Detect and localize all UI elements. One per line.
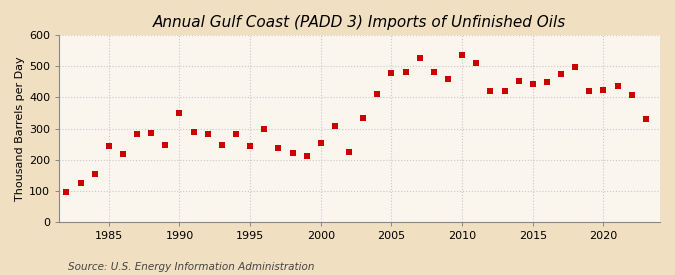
Point	[626, 93, 637, 98]
Point	[245, 144, 256, 148]
Point	[174, 111, 185, 115]
Point	[372, 92, 383, 96]
Point	[457, 53, 468, 57]
Point	[47, 202, 57, 207]
Point	[329, 124, 340, 128]
Point	[570, 65, 580, 69]
Point	[61, 189, 72, 194]
Point	[287, 151, 298, 156]
Point	[641, 117, 651, 121]
Point	[160, 143, 171, 147]
Point	[485, 89, 496, 93]
Point	[471, 61, 482, 65]
Text: Source: U.S. Energy Information Administration: Source: U.S. Energy Information Administ…	[68, 262, 314, 272]
Point	[527, 82, 538, 86]
Point	[75, 181, 86, 185]
Point	[117, 152, 128, 156]
Point	[273, 145, 284, 150]
Point	[217, 142, 227, 147]
Point	[429, 70, 439, 74]
Point	[513, 79, 524, 84]
Point	[132, 132, 142, 136]
Title: Annual Gulf Coast (PADD 3) Imports of Unfinished Oils: Annual Gulf Coast (PADD 3) Imports of Un…	[153, 15, 566, 30]
Point	[301, 154, 312, 159]
Point	[386, 70, 397, 75]
Point	[541, 80, 552, 84]
Point	[202, 132, 213, 136]
Point	[344, 150, 354, 154]
Point	[400, 70, 411, 74]
Point	[315, 140, 326, 145]
Point	[414, 56, 425, 60]
Point	[188, 130, 199, 134]
Point	[146, 130, 157, 135]
Point	[499, 89, 510, 94]
Point	[358, 116, 369, 120]
Point	[612, 84, 623, 88]
Point	[103, 144, 114, 148]
Point	[584, 89, 595, 93]
Y-axis label: Thousand Barrels per Day: Thousand Barrels per Day	[15, 56, 25, 201]
Point	[443, 77, 454, 81]
Point	[89, 171, 100, 176]
Point	[598, 87, 609, 92]
Point	[231, 132, 242, 137]
Point	[259, 126, 269, 131]
Point	[556, 72, 566, 76]
